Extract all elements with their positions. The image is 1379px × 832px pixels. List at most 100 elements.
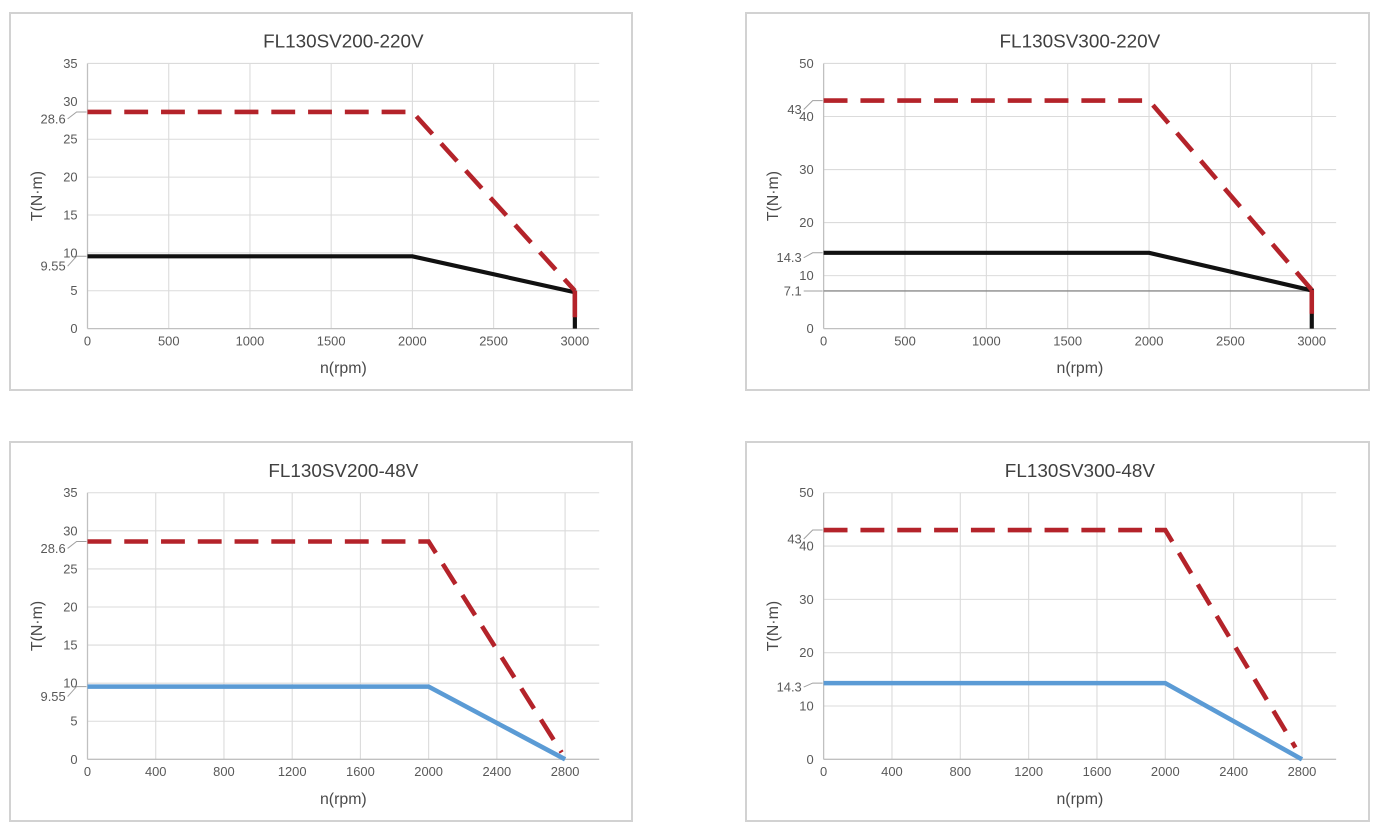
y-tick-label: 35 xyxy=(63,485,77,500)
chart-title: FL130SV200-48V xyxy=(268,461,418,482)
peak-torque-line xyxy=(823,527,1298,749)
chart-card: 28.6 9.55 0 5 10 15 20 25 30 35 0 400 800 1200 1600 200… xyxy=(9,441,633,822)
annotation-label: 14.3 xyxy=(777,250,802,265)
y-tick-label: 15 xyxy=(63,638,77,653)
peak-torque-line xyxy=(87,109,577,293)
x-tick-label: 500 xyxy=(894,333,916,348)
x-tick-label: 2400 xyxy=(1219,764,1248,779)
x-tick-label: 0 xyxy=(84,333,91,348)
x-tick-label: 2500 xyxy=(479,333,508,348)
y-axis-title: T(N·m) xyxy=(29,601,46,651)
annotation-leader xyxy=(803,100,823,110)
rated-torque-line xyxy=(87,684,567,762)
y-tick-label: 30 xyxy=(799,162,813,177)
charts-grid: 28.6 9.55 0 5 10 15 20 25 30 35 0 500 1000 1500 2000 25… xyxy=(9,12,1370,822)
x-tick-label: 2500 xyxy=(1216,333,1245,348)
x-tick-label: 3000 xyxy=(1297,333,1326,348)
x-axis-title: n(rpm) xyxy=(1056,791,1103,808)
peak-torque-line xyxy=(823,98,1314,292)
x-tick-label: 2400 xyxy=(483,764,512,779)
x-tick-label: 3000 xyxy=(560,333,589,348)
y-tick-label: 5 xyxy=(70,714,77,729)
annotation-leader xyxy=(67,540,87,549)
x-tick-label: 1500 xyxy=(1053,333,1082,348)
y-tick-label: 10 xyxy=(799,699,813,714)
annotation-label: 14.3 xyxy=(777,680,802,695)
y-axis-title: T(N·m) xyxy=(29,171,46,221)
x-tick-label: 1200 xyxy=(278,764,307,779)
x-tick-label: 400 xyxy=(145,764,167,779)
y-tick-label: 30 xyxy=(63,523,77,538)
x-tick-label: 1500 xyxy=(317,333,346,348)
x-tick-label: 0 xyxy=(820,333,827,348)
x-tick-label: 800 xyxy=(213,764,235,779)
y-tick-label: 10 xyxy=(63,676,77,691)
annotation-leader xyxy=(803,529,823,540)
y-tick-label: 0 xyxy=(806,321,813,336)
x-tick-label: 0 xyxy=(84,764,91,779)
x-axis-title: n(rpm) xyxy=(320,360,367,377)
chart-title: FL130SV300-220V xyxy=(1000,31,1161,52)
y-tick-label: 50 xyxy=(799,485,813,500)
annotation-leader xyxy=(67,255,87,267)
x-tick-label: 2000 xyxy=(1135,333,1164,348)
x-tick-label: 1200 xyxy=(1014,764,1043,779)
annotation-label: 28.6 xyxy=(41,541,66,556)
x-tick-label: 2000 xyxy=(1151,764,1180,779)
y-axis-title: T(N·m) xyxy=(765,171,782,221)
y-tick-label: 35 xyxy=(63,56,77,71)
x-tick-label: 1000 xyxy=(972,333,1001,348)
y-tick-label: 0 xyxy=(70,752,77,767)
x-tick-label: 2800 xyxy=(1288,764,1317,779)
x-tick-label: 2800 xyxy=(551,764,580,779)
annotation-label: 43 xyxy=(787,102,801,117)
y-tick-label: 40 xyxy=(799,539,813,554)
x-tick-label: 2000 xyxy=(414,764,443,779)
y-tick-label: 0 xyxy=(806,752,813,767)
annotation-leader xyxy=(67,686,87,697)
torque-speed-chart: 43 14.3 0 10 20 30 40 50 0 400 800 1200 1600 2000 2400… xyxy=(765,461,1337,808)
x-tick-label: 500 xyxy=(158,333,180,348)
x-tick-label: 2000 xyxy=(398,333,427,348)
torque-speed-chart: 28.6 9.55 0 5 10 15 20 25 30 35 0 400 800 1200 1600 200… xyxy=(29,461,600,808)
chart-title: FL130SV200-220V xyxy=(263,31,424,52)
y-tick-label: 30 xyxy=(63,94,77,109)
y-tick-label: 40 xyxy=(799,109,813,124)
x-axis-title: n(rpm) xyxy=(1056,360,1103,377)
y-axis-title: T(N·m) xyxy=(765,601,782,651)
y-tick-label: 50 xyxy=(799,56,813,71)
x-tick-label: 1600 xyxy=(1083,764,1112,779)
y-tick-label: 25 xyxy=(63,132,77,147)
x-tick-label: 0 xyxy=(820,764,827,779)
y-tick-label: 10 xyxy=(799,268,813,283)
annotation-label: 43 xyxy=(787,532,801,547)
annotation-label: 9.55 xyxy=(41,259,66,274)
x-tick-label: 1000 xyxy=(236,333,265,348)
annotation-label: 28.6 xyxy=(41,111,66,126)
y-tick-label: 25 xyxy=(63,561,77,576)
x-tick-label: 1600 xyxy=(346,764,375,779)
x-axis-title: n(rpm) xyxy=(320,791,367,808)
y-tick-label: 5 xyxy=(70,283,77,298)
y-tick-label: 20 xyxy=(63,170,77,185)
y-tick-label: 10 xyxy=(63,245,77,260)
y-tick-label: 15 xyxy=(63,208,77,223)
x-tick-label: 400 xyxy=(881,764,903,779)
y-tick-label: 20 xyxy=(63,599,77,614)
chart-card: 28.6 9.55 0 5 10 15 20 25 30 35 0 500 1000 1500 2000 25… xyxy=(9,12,633,391)
annotation-leader xyxy=(803,252,823,259)
peak-torque-line xyxy=(87,539,564,754)
chart-card: 43 14.3 7.1 0 10 20 30 40 50 0 500 1000 1500 2000 2500… xyxy=(745,12,1370,391)
rated-torque-line xyxy=(823,680,1304,762)
annotation-leader xyxy=(67,111,87,120)
y-tick-label: 20 xyxy=(799,215,813,230)
x-tick-label: 800 xyxy=(950,764,972,779)
chart-card: 43 14.3 0 10 20 30 40 50 0 400 800 1200 1600 2000 2400… xyxy=(745,441,1370,822)
annotation-label: 9.55 xyxy=(41,689,66,704)
annotation-label: 7.1 xyxy=(784,284,802,299)
torque-speed-chart: 28.6 9.55 0 5 10 15 20 25 30 35 0 500 1000 1500 2000 25… xyxy=(29,31,600,377)
y-tick-label: 30 xyxy=(799,592,813,607)
chart-title: FL130SV300-48V xyxy=(1005,461,1156,482)
y-tick-label: 0 xyxy=(70,321,77,336)
